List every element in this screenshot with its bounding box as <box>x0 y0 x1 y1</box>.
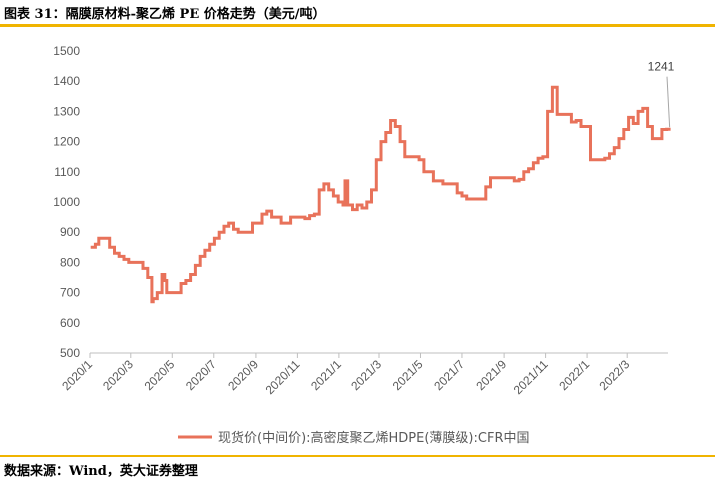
y-tick-label: 800 <box>60 255 80 269</box>
figure-title: 图表 31：隔膜原材料-聚乙烯 PE 价格走势（美元/吨） <box>4 7 326 22</box>
y-tick-label: 1500 <box>53 44 80 58</box>
x-tick-label: 2022/3 <box>596 357 632 393</box>
x-tick-label: 2021/9 <box>473 357 509 393</box>
x-tick-label: 2020/7 <box>183 357 219 393</box>
legend-label: 现货价(中间价):高密度聚乙烯HDPE(薄膜级):CFR中国 <box>218 430 529 446</box>
price-line-chart: 500600700800900100011001200130014001500 … <box>53 44 675 446</box>
x-axis: 2020/1 2020/3 2020/5 2020/7 2020/9 2020/11 202… <box>59 352 668 397</box>
y-tick-label: 900 <box>60 225 80 239</box>
y-axis: 500 600 700 800 900 1000 1100 1200 1300 1400 1500 <box>53 44 80 360</box>
x-tick-label: 2020/11 <box>263 357 303 397</box>
annotation-leader <box>666 76 671 128</box>
x-tick-label: 2021/5 <box>390 357 426 393</box>
x-tick-label: 2020/5 <box>142 357 178 393</box>
legend: 现货价(中间价):高密度聚乙烯HDPE(薄膜级):CFR中国 <box>178 430 529 446</box>
x-tick-label: 2022/1 <box>556 357 592 393</box>
y-tick-label: 1000 <box>53 195 80 209</box>
x-tick-label: 2020/1 <box>59 357 95 393</box>
series-line <box>90 85 671 304</box>
annotation-label: 1241 <box>648 60 675 74</box>
y-tick-label: 1400 <box>53 74 80 88</box>
y-tick-label: 1100 <box>54 165 80 179</box>
y-tick-label: 1200 <box>53 135 80 149</box>
x-tick-label: 2020/3 <box>100 357 136 393</box>
y-tick-label: 700 <box>60 286 80 300</box>
x-tick-label: 2020/9 <box>225 357 261 393</box>
x-tick-label: 2021/7 <box>431 357 467 393</box>
y-tick-label: 1300 <box>53 104 80 118</box>
y-tick-label: 600 <box>60 316 80 330</box>
x-tick-label: 2021/1 <box>308 357 344 393</box>
top-rule <box>0 24 715 27</box>
x-tick-label: 2021/11 <box>511 357 551 397</box>
x-tick-label: 2021/3 <box>348 357 384 393</box>
series-group <box>90 85 671 304</box>
y-tick-label: 500 <box>60 346 80 360</box>
last-value-annotation: 1241 <box>648 60 675 128</box>
source-note: 数据来源：Wind，英大证券整理 <box>4 464 198 479</box>
bottom-rule <box>0 455 715 457</box>
